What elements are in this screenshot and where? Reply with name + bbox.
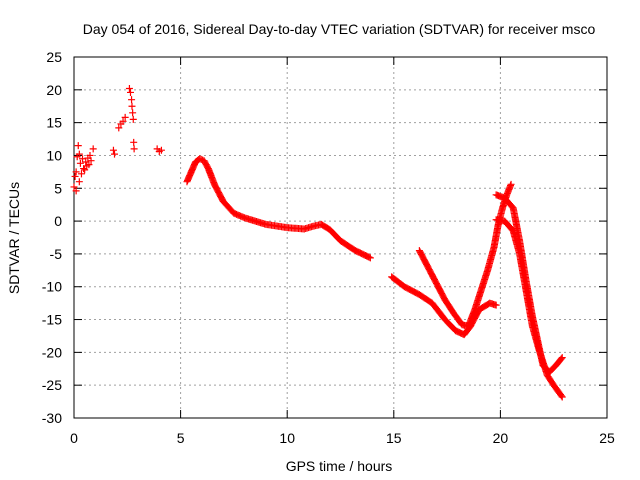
- y-tick-label: -15: [42, 312, 62, 328]
- data-point: [79, 155, 87, 163]
- y-tick-label: -25: [42, 377, 62, 393]
- data-point: [365, 253, 373, 261]
- x-tick-label: 0: [70, 430, 78, 446]
- data-point: [75, 150, 83, 158]
- y-axis-label: SDTVAR / TECUs: [6, 182, 22, 294]
- data-point: [72, 168, 80, 176]
- y-tick-label: 15: [46, 115, 62, 131]
- data-point: [492, 301, 500, 309]
- data-point: [125, 85, 133, 93]
- y-tick-label: 20: [46, 82, 62, 98]
- data-point: [557, 392, 565, 400]
- axis-ticks: 0 5 10 15 20 25 25 20 15 10 5 0 -5 -10 -15 -20 -25 -30: [42, 49, 615, 446]
- x-tick-label: 10: [279, 430, 295, 446]
- data-point: [126, 88, 134, 96]
- y-tick-label: 5: [54, 180, 62, 196]
- x-tick-label: 5: [177, 430, 185, 446]
- data-point: [507, 180, 515, 188]
- y-tick-label: -20: [42, 344, 62, 360]
- data-point: [130, 138, 138, 146]
- x-axis-label: GPS time / hours: [286, 458, 393, 474]
- data-point: [121, 113, 129, 121]
- y-tick-label: -5: [50, 246, 63, 262]
- data-point: [557, 355, 565, 363]
- y-tick-label: -10: [42, 279, 62, 295]
- data-point: [157, 146, 165, 154]
- data-point: [81, 166, 89, 174]
- x-tick-label: 15: [386, 430, 402, 446]
- y-tick-label: 10: [46, 147, 62, 163]
- data-point: [87, 157, 95, 165]
- data-point: [115, 124, 123, 132]
- data-point: [86, 151, 94, 159]
- data-point: [111, 150, 119, 158]
- data-point: [74, 142, 82, 150]
- y-tick-label: 0: [54, 213, 62, 229]
- data-point: [89, 145, 97, 153]
- data-point: [128, 102, 136, 110]
- x-tick-label: 20: [493, 430, 509, 446]
- data-point: [85, 161, 93, 169]
- data-point: [366, 254, 374, 262]
- y-tick-label: -30: [42, 410, 62, 426]
- data-point: [558, 393, 566, 401]
- plot-frame: [73, 56, 608, 419]
- data-point: [75, 178, 83, 186]
- data-point: [128, 96, 136, 104]
- chart-title: Day 054 of 2016, Sidereal Day-to-day VTE…: [83, 21, 596, 37]
- grid-lines: [74, 57, 607, 418]
- data-point: [76, 159, 84, 167]
- y-tick-label: 25: [46, 49, 62, 65]
- data-point: [72, 187, 80, 195]
- data-point: [77, 170, 85, 178]
- data-point: [130, 145, 138, 153]
- data-markers: [70, 85, 566, 401]
- x-tick-label: 25: [599, 430, 615, 446]
- data-point: [71, 172, 79, 180]
- data-point: [129, 109, 137, 117]
- data-point: [109, 146, 117, 154]
- data-point: [558, 354, 566, 362]
- data-point: [129, 115, 137, 123]
- data-point: [119, 117, 127, 125]
- data-point: [70, 183, 78, 191]
